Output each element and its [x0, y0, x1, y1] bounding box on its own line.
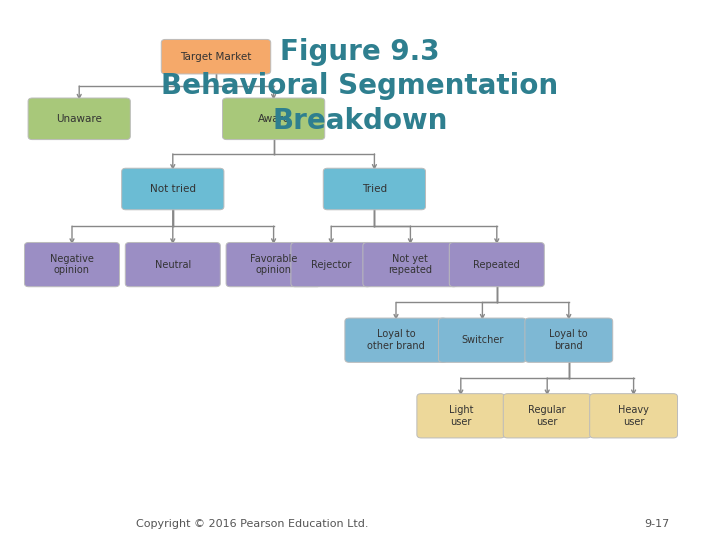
Text: Loyal to
brand: Loyal to brand: [549, 329, 588, 351]
FancyBboxPatch shape: [525, 318, 613, 362]
Text: Not yet
repeated: Not yet repeated: [388, 254, 433, 275]
Text: Figure 9.3
Behavioral Segmentation
Breakdown: Figure 9.3 Behavioral Segmentation Break…: [161, 38, 559, 135]
Text: Unaware: Unaware: [56, 114, 102, 124]
FancyBboxPatch shape: [222, 98, 325, 139]
FancyBboxPatch shape: [291, 242, 372, 287]
Text: Neutral: Neutral: [155, 260, 191, 269]
Text: Favorable
opinion: Favorable opinion: [250, 254, 297, 275]
Text: Heavy
user: Heavy user: [618, 405, 649, 427]
Text: Regular
user: Regular user: [528, 405, 566, 427]
FancyBboxPatch shape: [590, 394, 678, 438]
FancyBboxPatch shape: [417, 394, 505, 438]
FancyBboxPatch shape: [449, 242, 544, 287]
Text: Negative
opinion: Negative opinion: [50, 254, 94, 275]
FancyBboxPatch shape: [125, 242, 220, 287]
Text: Not tried: Not tried: [150, 184, 196, 194]
FancyBboxPatch shape: [161, 39, 271, 74]
Text: 9-17: 9-17: [644, 519, 670, 529]
FancyBboxPatch shape: [28, 98, 130, 139]
FancyBboxPatch shape: [122, 168, 224, 210]
Text: Rejector: Rejector: [311, 260, 351, 269]
Text: Repeated: Repeated: [474, 260, 520, 269]
Text: Target Market: Target Market: [180, 52, 252, 62]
FancyBboxPatch shape: [24, 242, 120, 287]
FancyBboxPatch shape: [226, 242, 321, 287]
Text: Loyal to
other brand: Loyal to other brand: [367, 329, 425, 351]
Text: Switcher: Switcher: [462, 335, 503, 345]
FancyBboxPatch shape: [363, 242, 458, 287]
FancyBboxPatch shape: [438, 318, 526, 362]
FancyBboxPatch shape: [503, 394, 591, 438]
Text: Tried: Tried: [362, 184, 387, 194]
FancyBboxPatch shape: [323, 168, 426, 210]
FancyBboxPatch shape: [345, 318, 447, 362]
Text: Copyright © 2016 Pearson Education Ltd.: Copyright © 2016 Pearson Education Ltd.: [136, 519, 368, 529]
Text: Aware: Aware: [258, 114, 289, 124]
Text: Light
user: Light user: [449, 405, 473, 427]
